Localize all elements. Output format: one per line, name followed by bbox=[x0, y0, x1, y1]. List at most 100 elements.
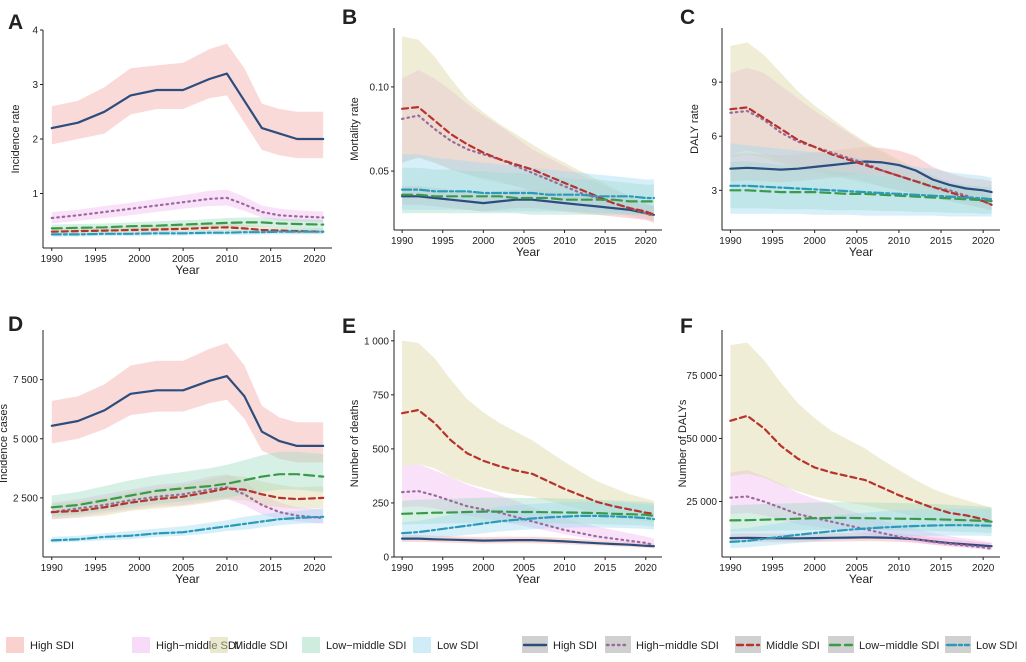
x-tick-label: 1995 bbox=[432, 236, 455, 247]
ci-ribbon-C-0 bbox=[730, 147, 992, 201]
y-tick-label: 5 000 bbox=[13, 434, 38, 445]
ci-ribbon-E-2 bbox=[402, 340, 654, 523]
y-tick-label: 250 bbox=[372, 498, 389, 509]
panel-C: 1990 1995 2000 2005 2010 2015 2020 3 6 9 Year DALY … bbox=[680, 6, 1000, 259]
x-tick-label: 2015 bbox=[594, 236, 617, 247]
legend-fill-key bbox=[302, 637, 320, 653]
panel-letter: A bbox=[8, 11, 23, 34]
legend-fill-label: Low−middle SDI bbox=[326, 640, 406, 652]
series-line-E-0 bbox=[401, 537, 656, 548]
y-axis-title: Incidence rate bbox=[10, 104, 22, 173]
x-tick-label: 1990 bbox=[391, 236, 414, 247]
legend-fill-label: Middle SDI bbox=[234, 640, 288, 652]
x-tick-label: 2000 bbox=[128, 254, 151, 265]
legend-fill-label: High SDI bbox=[30, 640, 74, 652]
x-tick-label: 2010 bbox=[216, 563, 239, 574]
x-axis-title: Year bbox=[175, 572, 199, 586]
x-tick-label: 2000 bbox=[804, 236, 827, 247]
ci-ribbon-C-3 bbox=[730, 161, 992, 214]
x-tick-label: 2015 bbox=[930, 236, 953, 247]
legend-line-label: Low−middle SDI bbox=[859, 640, 939, 652]
panel-letter: D bbox=[8, 313, 23, 336]
y-axis-title: Incidence cases bbox=[0, 404, 10, 483]
y-tick-label: 3 bbox=[32, 80, 38, 91]
series-line-A-2 bbox=[50, 226, 325, 233]
y-tick-label: 0.10 bbox=[370, 82, 390, 93]
series-line-B-2 bbox=[401, 105, 656, 216]
series-line-D-0 bbox=[50, 375, 325, 447]
ci-ribbon-F-2 bbox=[730, 342, 992, 530]
y-tick-label: 75 000 bbox=[686, 371, 717, 382]
ci-ribbon-D-0 bbox=[51, 343, 324, 463]
legend-line-label: High SDI bbox=[553, 640, 597, 652]
panel-F: 1990 1995 2000 2005 2010 2015 2020 25 000 50 000… bbox=[677, 315, 1000, 586]
legend-fill-key bbox=[210, 637, 228, 653]
ci-ribbon-B-0 bbox=[402, 186, 654, 222]
x-tick-label: 2020 bbox=[303, 563, 326, 574]
x-tick-label: 2020 bbox=[972, 563, 995, 574]
x-axis-title: Year bbox=[516, 572, 540, 586]
series-line-A-0 bbox=[50, 72, 325, 141]
series-line-E-3 bbox=[401, 510, 656, 518]
legend-fill-key bbox=[413, 637, 431, 653]
ci-ribbon-F-1 bbox=[730, 470, 992, 551]
x-tick-label: 2020 bbox=[972, 236, 995, 247]
panel-D: 1990 1995 2000 2005 2010 2015 2020 2 500 5 000 7 … bbox=[0, 313, 332, 586]
x-tick-label: 2005 bbox=[172, 254, 195, 265]
y-tick-label: 50 000 bbox=[686, 434, 717, 445]
ci-ribbon-B-3 bbox=[402, 167, 654, 215]
legend-fill-key bbox=[6, 637, 24, 653]
x-tick-label: 2005 bbox=[513, 236, 536, 247]
x-tick-label: 1990 bbox=[719, 563, 742, 574]
ci-ribbon-D-1 bbox=[51, 474, 324, 524]
x-tick-label: 2010 bbox=[553, 563, 576, 574]
x-tick-label: 2015 bbox=[260, 563, 283, 574]
x-tick-label: 2015 bbox=[260, 254, 283, 265]
x-tick-label: 2005 bbox=[513, 563, 536, 574]
x-tick-label: 1990 bbox=[719, 236, 742, 247]
x-tick-label: 1995 bbox=[761, 563, 784, 574]
panel-letter: C bbox=[680, 6, 695, 29]
y-tick-label: 0.05 bbox=[370, 167, 390, 178]
series-line-D-4 bbox=[50, 515, 325, 542]
x-tick-label: 2000 bbox=[472, 236, 495, 247]
y-tick-label: 3 bbox=[711, 186, 717, 197]
y-tick-label: 1 000 bbox=[364, 336, 389, 347]
x-axis-title: Year bbox=[849, 572, 873, 586]
series-line-C-3 bbox=[729, 189, 993, 203]
x-tick-label: 1995 bbox=[84, 563, 107, 574]
x-tick-label: 2005 bbox=[846, 563, 869, 574]
legend-line-label: Middle SDI bbox=[766, 640, 820, 652]
series-line-E-1 bbox=[401, 490, 656, 547]
legend-fill-label: Low SDI bbox=[437, 640, 479, 652]
legend-fill-key bbox=[132, 637, 150, 653]
ci-ribbon-B-4 bbox=[402, 154, 654, 214]
y-tick-label: 0 bbox=[383, 553, 389, 564]
series-line-C-0 bbox=[729, 160, 993, 194]
y-tick-label: 750 bbox=[372, 390, 389, 401]
y-tick-label: 2 bbox=[32, 135, 38, 146]
x-tick-label: 1990 bbox=[391, 563, 414, 574]
series-line-F-3 bbox=[729, 516, 993, 523]
ci-ribbon-B-2 bbox=[402, 36, 654, 222]
x-tick-label: 2010 bbox=[553, 236, 576, 247]
series-line-A-1 bbox=[50, 196, 325, 220]
y-tick-label: 25 000 bbox=[686, 497, 717, 508]
series-line-C-2 bbox=[729, 106, 993, 206]
y-tick-label: 4 bbox=[32, 26, 38, 37]
y-axis-title: Mortality rate bbox=[349, 97, 361, 161]
x-tick-label: 2000 bbox=[472, 563, 495, 574]
panel-letter: E bbox=[342, 315, 356, 338]
series-line-D-3 bbox=[50, 473, 325, 509]
ci-ribbon-E-0 bbox=[402, 534, 654, 549]
series-line-D-1 bbox=[50, 486, 325, 520]
y-axis-title: Number of deaths bbox=[349, 399, 361, 487]
legend: High SDI High−middle SDI Middle SDI Low−mid… bbox=[6, 636, 1018, 653]
x-tick-label: 1995 bbox=[432, 563, 455, 574]
x-tick-label: 2000 bbox=[804, 563, 827, 574]
y-tick-label: 6 bbox=[711, 132, 717, 143]
series-line-B-0 bbox=[401, 195, 656, 216]
x-axis-title: Year bbox=[516, 245, 540, 259]
y-tick-label: 2 500 bbox=[13, 493, 38, 504]
